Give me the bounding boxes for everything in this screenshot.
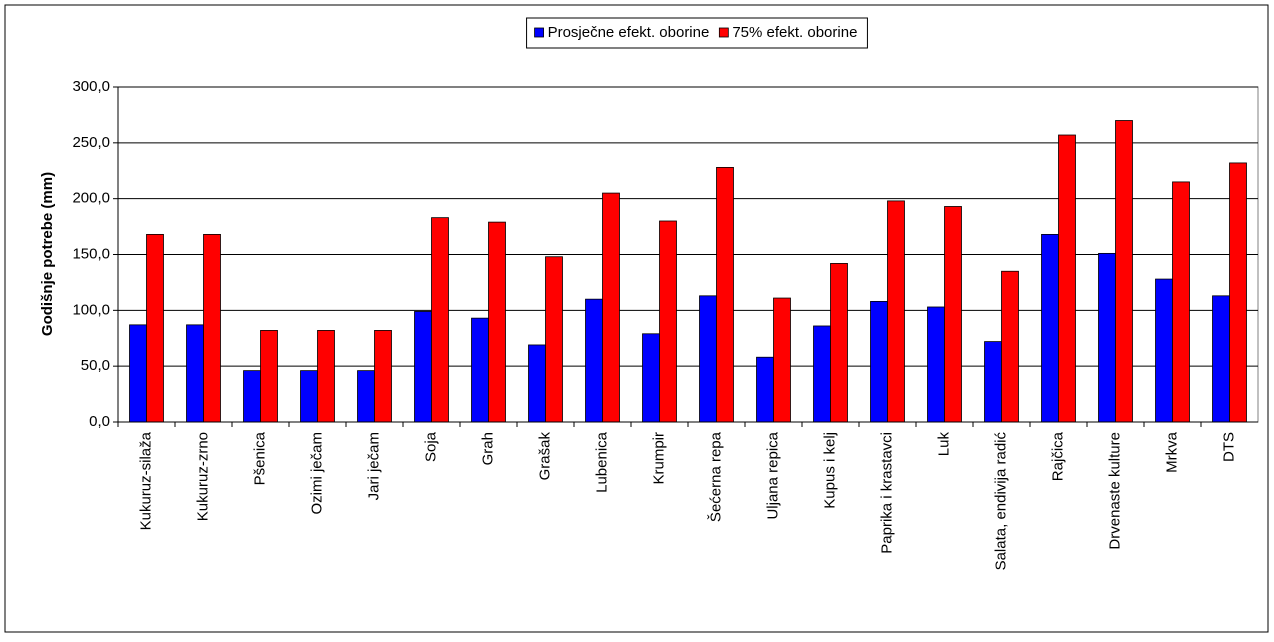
- bar: [260, 330, 278, 423]
- x-tick-label: Pšenica: [251, 431, 268, 485]
- x-tick-label: Krumpir: [650, 432, 667, 485]
- bar: [773, 297, 791, 423]
- bar: [1058, 134, 1076, 423]
- bar: [1212, 295, 1230, 423]
- bar: [146, 233, 164, 423]
- legend-label: 75% efekt. oborine: [732, 24, 857, 41]
- y-tick-label: 300,0: [72, 78, 110, 95]
- bar: [545, 256, 563, 423]
- bar: [414, 311, 432, 423]
- bar: [659, 220, 677, 423]
- legend-label: Prosječne efekt. oborine: [548, 24, 710, 41]
- x-tick-label: DTS: [1220, 432, 1237, 462]
- bar: [699, 295, 717, 423]
- bar: [374, 330, 392, 423]
- bar: [357, 370, 375, 423]
- bar: [300, 370, 318, 423]
- bar: [1155, 278, 1173, 423]
- bar: [203, 233, 221, 423]
- x-tick-label: Kupus i kelj: [821, 432, 838, 509]
- bar: [642, 333, 660, 423]
- legend-box: [526, 17, 868, 49]
- y-tick-label: 100,0: [72, 301, 110, 318]
- x-tick-label: Kukuruz-silaža: [137, 431, 154, 530]
- x-tick-label: Paprika i krastavci: [878, 432, 895, 554]
- bar: [1172, 181, 1190, 423]
- bar: [1041, 233, 1059, 423]
- bar: [716, 166, 734, 423]
- bar: [1001, 270, 1019, 423]
- bar: [431, 217, 449, 423]
- x-tick-label: Uljana repica: [764, 431, 781, 519]
- x-tick-label: Grah: [479, 432, 496, 465]
- bar: [602, 192, 620, 423]
- bar: [471, 317, 489, 423]
- x-tick-label: Drvenaste kulture: [1106, 432, 1123, 550]
- bar: [1098, 252, 1116, 423]
- x-tick-label: Kukuruz-zrno: [194, 432, 211, 521]
- bar: [1229, 162, 1247, 423]
- bar: [317, 330, 335, 423]
- bar: [756, 356, 774, 423]
- bar: [887, 200, 905, 423]
- x-tick-label: Salata, endivija radić: [992, 432, 1009, 571]
- bar: [1115, 120, 1133, 423]
- bar: [528, 344, 546, 423]
- x-tick-label: Lubenica: [593, 431, 610, 493]
- x-tick-label: Rajčica: [1049, 431, 1066, 481]
- legend-swatch: [718, 27, 729, 38]
- bar: [944, 206, 962, 423]
- x-tick-label: Jari ječam: [365, 432, 382, 500]
- x-tick-label: Luk: [935, 432, 952, 457]
- bar: [585, 298, 603, 423]
- x-tick-label: Soja: [422, 431, 439, 462]
- legend-swatch: [534, 27, 544, 38]
- y-tick-label: 150,0: [72, 245, 110, 262]
- x-tick-label: Mrkva: [1163, 431, 1180, 472]
- bar: [488, 221, 506, 423]
- y-tick-label: 200,0: [72, 190, 110, 207]
- bar: [984, 341, 1002, 423]
- x-tick-label: Ozimi ječam: [308, 432, 325, 515]
- bar: [813, 325, 831, 423]
- bar: [830, 263, 848, 423]
- x-tick-label: Šećerna repa: [707, 431, 724, 522]
- bar: [870, 300, 888, 423]
- y-tick-label: 250,0: [72, 134, 110, 151]
- y-tick-label: 50,0: [81, 357, 110, 374]
- bar: [243, 370, 261, 423]
- y-axis-title: Godišnje potrebe (mm): [39, 172, 56, 336]
- bar: [927, 306, 945, 423]
- y-tick-label: 0,0: [89, 413, 110, 430]
- x-tick-label: Grašak: [536, 432, 553, 481]
- bar: [129, 324, 147, 423]
- bar: [186, 324, 204, 423]
